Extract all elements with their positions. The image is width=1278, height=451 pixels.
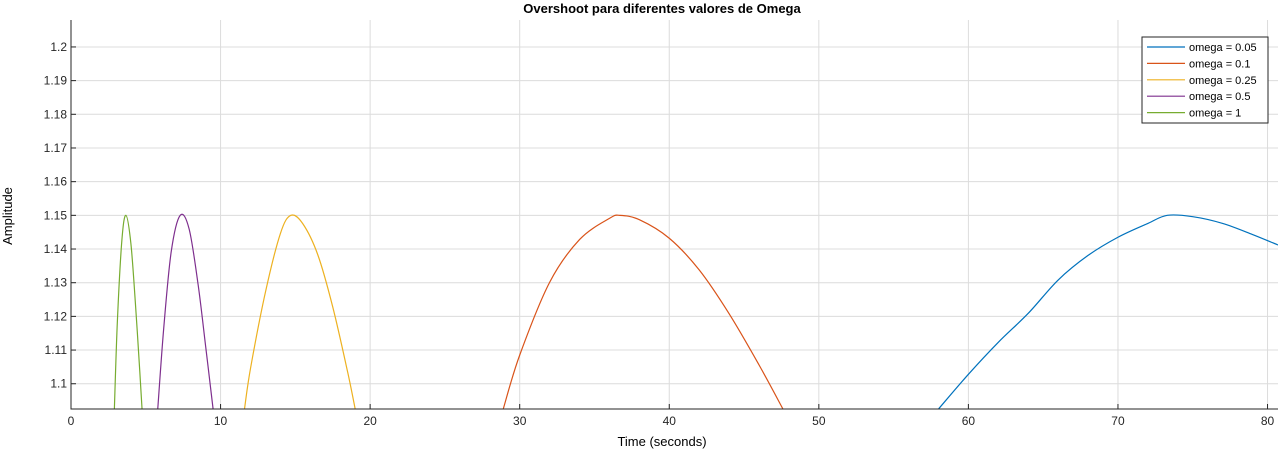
y-tick-label: 1.13 <box>44 276 68 290</box>
y-tick-label: 1.19 <box>44 74 68 88</box>
legend-entry-label: omega = 0.1 <box>1189 58 1250 70</box>
grid <box>71 20 1278 409</box>
x-tick-label: 50 <box>812 414 826 428</box>
x-tick-label: 10 <box>214 414 228 428</box>
y-tick-label: 1.18 <box>44 107 68 121</box>
y-tick-label: 1.11 <box>45 343 68 357</box>
x-axis-label: Time (seconds) <box>617 434 706 449</box>
y-tick-label: 1.16 <box>44 175 68 189</box>
series-line-omega-1 <box>113 214 143 410</box>
legend-entry-label: omega = 0.5 <box>1189 91 1250 103</box>
axes <box>70 20 1278 410</box>
legend: omega = 0.05 omega = 0.1 omega = 0.25 omega… <box>1141 36 1269 124</box>
x-tick-label: 30 <box>513 414 527 428</box>
series-line-omega-0.5 <box>157 213 214 410</box>
series-line-omega-0.05 <box>938 214 1278 410</box>
y-tick-label: 1.15 <box>44 208 68 222</box>
x-tick-label: 60 <box>962 414 976 428</box>
x-tick-label: 0 <box>68 414 75 428</box>
legend-entry-label: omega = 0.25 <box>1189 75 1257 87</box>
x-tick-label: 80 <box>1261 414 1275 428</box>
axis-frame <box>70 20 1278 410</box>
x-tick-label: 70 <box>1111 414 1125 428</box>
series-line-omega-0.1 <box>502 214 784 410</box>
y-tick-label: 1.1 <box>50 377 67 391</box>
x-tick-label: 40 <box>663 414 677 428</box>
y-tick-label: 1.14 <box>44 242 68 256</box>
plot-background <box>71 20 1278 409</box>
legend-entry-label: omega = 0.05 <box>1189 42 1257 54</box>
y-tick-label: 1.12 <box>44 309 68 323</box>
x-tick-label: 20 <box>363 414 377 428</box>
series-lines <box>113 213 1278 410</box>
y-tick-label: 1.17 <box>44 141 68 155</box>
tick-labels: 0 10 20 30 40 50 60 70 80 1.1 1.11 1.12 1.13 1.14 1.15… <box>44 40 1275 428</box>
chart-title: Overshoot para diferentes valores de Ome… <box>523 1 801 16</box>
y-tick-label: 1.2 <box>50 40 67 54</box>
legend-entry-label: omega = 1 <box>1189 108 1241 120</box>
y-axis-label: Amplitude <box>0 187 15 245</box>
series-line-omega-0.25 <box>243 214 356 410</box>
